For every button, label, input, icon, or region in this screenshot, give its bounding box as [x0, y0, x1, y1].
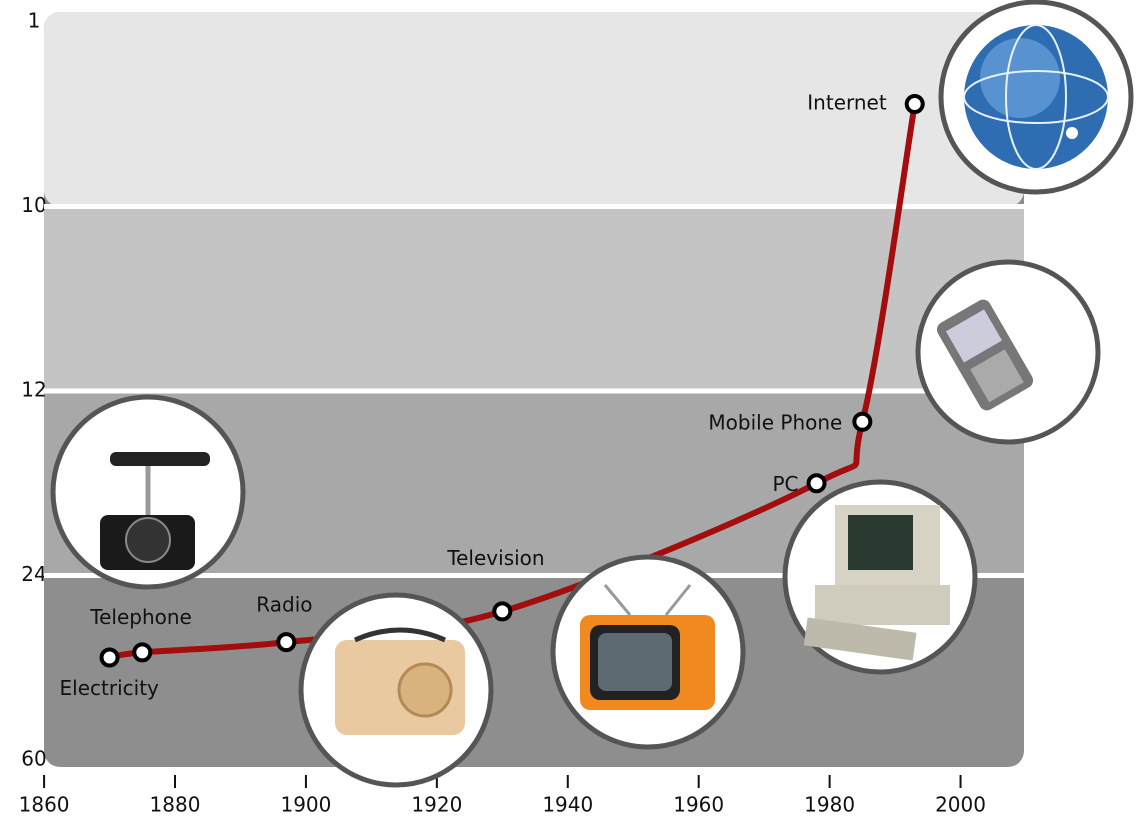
telephone-icon	[53, 397, 243, 587]
pc-icon	[785, 482, 975, 672]
point	[809, 475, 825, 491]
point-label: Internet	[807, 91, 887, 115]
y-tick-label: 12	[21, 378, 46, 402]
point	[134, 644, 150, 660]
x-tick-label: 1980	[804, 793, 855, 817]
chart: 1 10 12 24 60 1860 1880 1900 1920 1940 1960 1980 200…	[0, 0, 1138, 826]
x-tick-label: 1960	[673, 793, 724, 817]
y-tick-label: 1	[28, 9, 41, 33]
point-label: PC	[772, 472, 798, 496]
point	[102, 650, 118, 666]
point-label: Television	[446, 546, 544, 570]
tv-icon	[553, 557, 743, 747]
y-tick-label: 60	[21, 747, 46, 771]
x-tick-label: 2000	[935, 793, 986, 817]
x-tick-label: 1880	[150, 793, 201, 817]
mobile-icon	[918, 262, 1098, 442]
y-tick-label: 24	[21, 562, 46, 586]
point-label: Radio	[256, 593, 312, 617]
point-label: Mobile Phone	[708, 410, 842, 434]
point	[854, 414, 870, 430]
point	[494, 603, 510, 619]
x-tick-label: 1900	[280, 793, 331, 817]
point	[278, 634, 294, 650]
globe-icon	[941, 2, 1131, 192]
x-tick-label: 1860	[19, 793, 70, 817]
point	[907, 96, 923, 112]
x-tick-label: 1940	[542, 793, 593, 817]
point-label: Telephone	[89, 605, 192, 629]
x-tick-label: 1920	[411, 793, 462, 817]
radio-icon	[301, 595, 491, 785]
y-tick-label: 10	[21, 193, 46, 217]
point-label: Electricity	[60, 676, 160, 700]
